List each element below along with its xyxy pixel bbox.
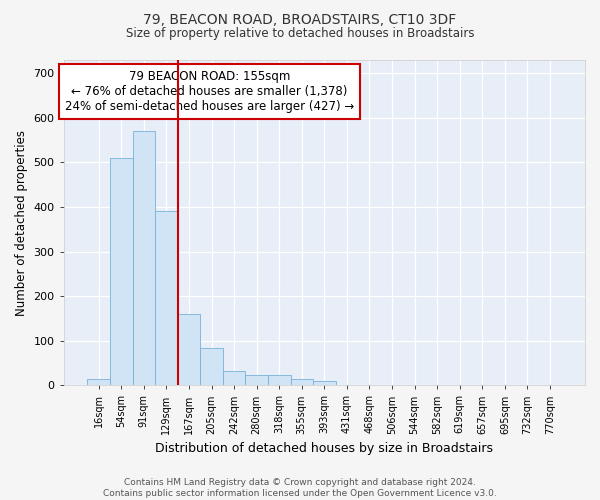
Bar [178, 314, 200, 386]
Bar [223, 370, 245, 386]
Bar [290, 380, 313, 386]
Text: Size of property relative to detached houses in Broadstairs: Size of property relative to detached ho… [126, 28, 474, 40]
Bar [200, 348, 223, 386]
Text: 79 BEACON ROAD: 155sqm
← 76% of detached houses are smaller (1,378)
24% of semi-: 79 BEACON ROAD: 155sqm ← 76% of detached… [65, 70, 354, 113]
Text: 79, BEACON ROAD, BROADSTAIRS, CT10 3DF: 79, BEACON ROAD, BROADSTAIRS, CT10 3DF [143, 12, 457, 26]
Bar [313, 381, 335, 386]
Bar [133, 132, 155, 386]
Bar [88, 378, 110, 386]
Bar [155, 212, 178, 386]
Bar [110, 158, 133, 386]
Bar [245, 376, 268, 386]
Bar [268, 376, 290, 386]
X-axis label: Distribution of detached houses by size in Broadstairs: Distribution of detached houses by size … [155, 442, 493, 455]
Y-axis label: Number of detached properties: Number of detached properties [15, 130, 28, 316]
Text: Contains HM Land Registry data © Crown copyright and database right 2024.
Contai: Contains HM Land Registry data © Crown c… [103, 478, 497, 498]
